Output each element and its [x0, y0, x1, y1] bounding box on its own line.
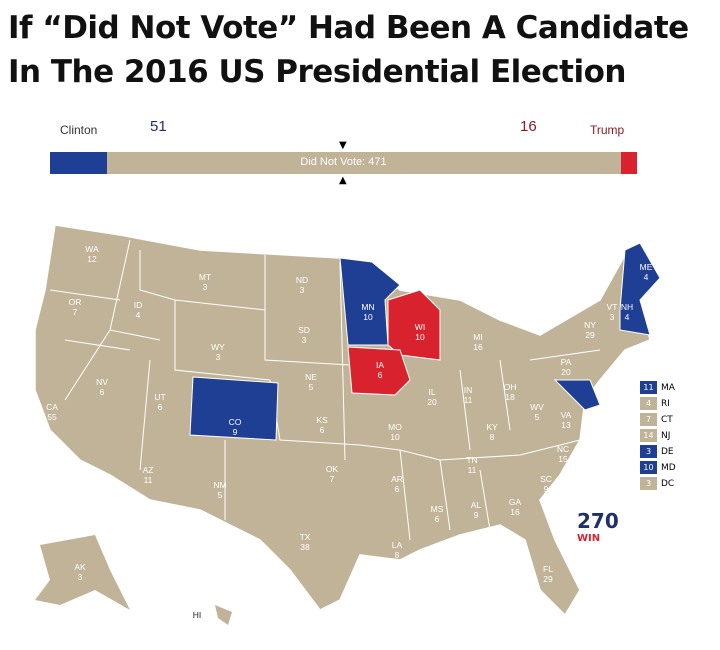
state-abbr: NJ: [661, 430, 671, 441]
ev-box: 7: [640, 413, 657, 426]
state-CO: [189, 376, 279, 441]
state-label-AK: AK 3: [74, 562, 86, 582]
small-state-RI: 4 RI: [640, 397, 670, 410]
state-borders: [49, 239, 601, 541]
state-label-ME: ME 4: [640, 262, 653, 282]
state-label-FL: FL 29: [543, 564, 553, 584]
state-label-VT: VT 3: [607, 302, 618, 322]
state-label-NY: NY 29: [584, 320, 596, 340]
state-MN: [339, 257, 401, 346]
state-label-NH: NH 4: [621, 302, 633, 322]
trump-label: Trump: [590, 123, 625, 137]
state-label-CA: CA 55: [46, 402, 58, 422]
state-label-AZ: AZ 11: [143, 465, 154, 485]
state-abbr: DE: [661, 446, 674, 457]
small-state-DC: 3 DC: [640, 477, 674, 490]
ev-box: 3: [640, 445, 657, 458]
state-label-GA: GA 16: [509, 497, 522, 517]
small-state-CT: 7 CT: [640, 413, 673, 426]
ev-box: 3: [640, 477, 657, 490]
logo-number: 270: [577, 509, 619, 533]
state-label-HI: HI: [193, 610, 202, 620]
state-label-MT: MT 3: [199, 272, 211, 292]
state-label-AR: AR 6: [391, 474, 403, 494]
state-label-IA: IA 6: [376, 360, 384, 380]
hawaii-outline: [215, 605, 232, 625]
vote-bar: Did Not Vote: 471: [50, 152, 637, 174]
state-label-TN: TN 11: [466, 455, 477, 475]
state-label-VA: VA 13: [561, 410, 572, 430]
state-label-NE: NE 5: [305, 372, 317, 392]
state-label-MS: MS 6: [431, 504, 444, 524]
state-label-WV: WV 5: [530, 402, 544, 422]
state-abbr: MD: [661, 462, 676, 473]
state-label-IL: IL 20: [427, 387, 437, 407]
logo-text: WIN: [577, 533, 601, 544]
state-label-ID: ID 4: [134, 300, 143, 320]
state-WI: [387, 289, 441, 361]
small-state-NJ: 14 NJ: [640, 429, 670, 442]
state-label-WY: WY 3: [211, 342, 225, 362]
state-abbr: MA: [661, 382, 675, 393]
small-state-MD: 10 MD: [640, 461, 676, 474]
ev-box: 14: [640, 429, 657, 442]
did-not-vote-label: Did Not Vote: 471: [300, 156, 387, 168]
state-label-LA: LA 8: [392, 540, 403, 560]
ev-box: 10: [640, 461, 657, 474]
state-label-AL: AL 9: [471, 500, 482, 520]
state-label-NV: NV 6: [96, 377, 108, 397]
clinton-votes: 51: [150, 118, 167, 135]
page-title: If “Did Not Vote” Had Been A Candidate I…: [8, 10, 689, 90]
state-label-MN: MN 10: [361, 302, 374, 322]
state-label-IN: IN 11: [464, 385, 473, 405]
state-label-NM: NM 5: [213, 480, 226, 500]
alaska-outline: [35, 535, 130, 610]
state-label-OK: OK 7: [326, 464, 339, 484]
state-abbr: RI: [661, 398, 670, 409]
state-label-OH: OH 18: [504, 382, 517, 402]
state-label-TX: TX 38: [300, 532, 311, 552]
small-state-DE: 3 DE: [640, 445, 674, 458]
state-MD-DE: [553, 379, 601, 411]
state-abbr: CT: [661, 414, 673, 425]
us-outline: [34, 224, 661, 617]
state-label-MI: MI 16: [473, 332, 483, 352]
state-label-PA: PA 20: [561, 357, 572, 377]
ev-box: 11: [640, 381, 657, 394]
midpoint-marker-top: ▼: [339, 140, 347, 151]
state-label-SD: SD 3: [298, 325, 310, 345]
state-label-NC: NC 15: [557, 444, 569, 464]
trump-votes: 16: [520, 118, 537, 135]
state-label-MO: MO 10: [388, 422, 402, 442]
state-label-OR: OR 7: [69, 297, 82, 317]
state-label-CO: CO 9: [229, 417, 242, 437]
trump-bar: [621, 152, 637, 174]
ev-box: 4: [640, 397, 657, 410]
state-abbr: DC: [661, 478, 675, 489]
midpoint-marker-bottom: ▲: [339, 175, 347, 186]
state-label-SC: SC 9: [540, 474, 552, 494]
small-state-MA: 11 MA: [640, 381, 675, 394]
270towin-logo: 270 WIN: [577, 509, 619, 548]
state-label-ND: ND 3: [296, 275, 308, 295]
state-label-KS: KS 6: [316, 415, 328, 435]
state-label-KY: KY 8: [486, 422, 498, 442]
clinton-label: Clinton: [60, 123, 98, 137]
state-label-WA: WA 12: [85, 244, 99, 264]
state-label-UT: UT 6: [154, 392, 165, 412]
state-ME-NH-MA: [619, 242, 661, 336]
clinton-bar: [50, 152, 107, 174]
state-IA: [347, 346, 411, 396]
state-label-WI: WI 10: [415, 322, 425, 342]
